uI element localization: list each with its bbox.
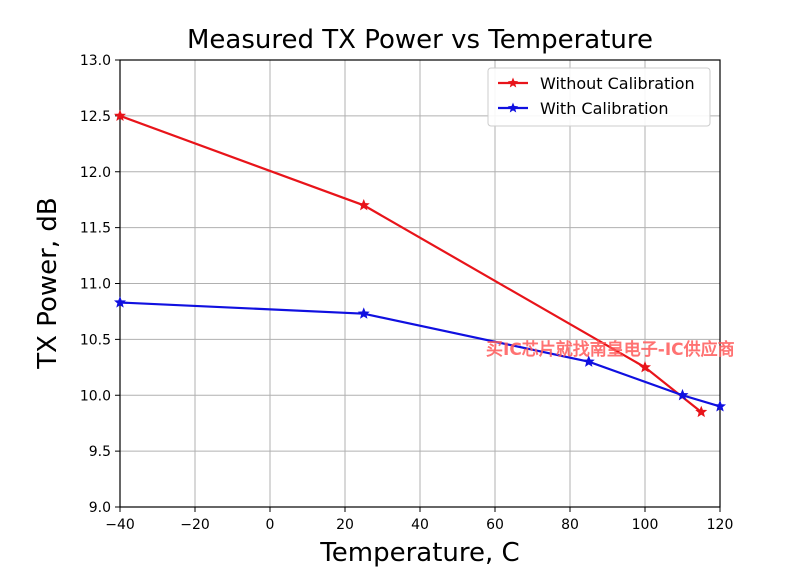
- y-tick-label: 10.0: [80, 388, 111, 404]
- x-tick-label: 100: [632, 517, 659, 533]
- data-point: [113, 109, 127, 121]
- legend-label: With Calibration: [540, 99, 668, 118]
- y-tick-label: 13.0: [80, 53, 111, 69]
- x-tick-label: 20: [336, 517, 354, 533]
- x-axis-label: Temperature, C: [319, 538, 519, 568]
- legend-marker: [507, 102, 519, 113]
- y-tick-label: 12.0: [80, 165, 111, 181]
- data-point: [676, 388, 689, 401]
- watermark: 买IC芯片就找南皇电子-IC供应商: [486, 339, 735, 360]
- series-without-calibration: [113, 109, 708, 418]
- data-point: [113, 296, 127, 308]
- grid: [119, 59, 721, 508]
- legend: Without Calibration With Calibration: [487, 67, 711, 127]
- y-axis-label: TX Power, dB: [33, 197, 63, 369]
- series-with-calibration: [113, 296, 727, 412]
- data-point: [695, 405, 708, 418]
- y-tick-label: 11.0: [80, 277, 111, 293]
- legend-label: Without Calibration: [540, 74, 695, 93]
- data-point: [357, 198, 370, 211]
- y-tick-label: 9.5: [89, 444, 111, 460]
- legend-item: Without Calibration: [498, 74, 695, 93]
- y-axis-ticks: 9.0 9.5 10.0 10.5 11.0 11.5 12.0 12.5 13.0: [80, 53, 120, 516]
- x-tick-label: 120: [707, 517, 734, 533]
- x-tick-label: 80: [561, 517, 579, 533]
- legend-marker: [507, 77, 519, 88]
- x-tick-label: −40: [105, 517, 135, 533]
- x-axis-ticks: −40 −20 0 20 40 60 80 100 120: [105, 507, 733, 533]
- data-point: [638, 360, 652, 373]
- series-line: [119, 114, 702, 413]
- x-tick-label: −20: [180, 517, 210, 533]
- x-tick-label: 0: [266, 517, 275, 533]
- series-layer: [113, 109, 727, 418]
- data-point: [582, 355, 595, 367]
- x-tick-label: 40: [411, 517, 429, 533]
- y-tick-label: 9.0: [89, 500, 111, 516]
- legend-item: With Calibration: [498, 99, 668, 118]
- x-tick-label: 60: [486, 517, 504, 533]
- y-tick-label: 11.5: [80, 221, 111, 237]
- data-point: [357, 307, 370, 319]
- data-point: [713, 400, 727, 412]
- y-tick-label: 10.5: [80, 332, 111, 348]
- y-tick-label: 12.5: [80, 109, 111, 125]
- chart-title: Measured TX Power vs Temperature: [187, 25, 653, 55]
- legend-box: [487, 67, 711, 127]
